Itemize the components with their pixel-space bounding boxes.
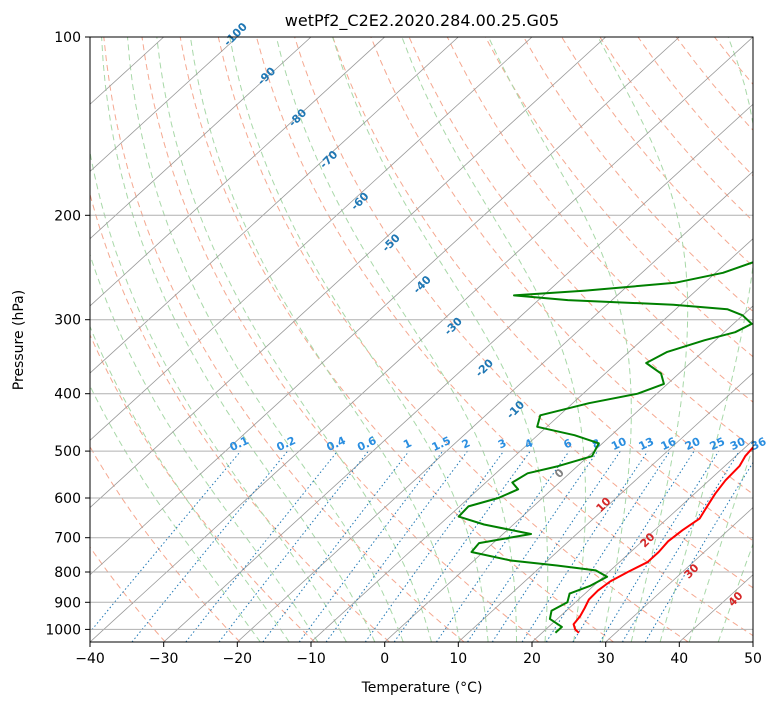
moist-adiabat xyxy=(90,253,319,642)
mixing-ratio-label: 16 xyxy=(659,435,679,453)
x-tick-label: 50 xyxy=(744,651,762,667)
mixing-ratio-label: 25 xyxy=(708,435,727,453)
mixing-ratio-line xyxy=(435,450,570,642)
isotherm-line xyxy=(90,37,385,307)
x-tick-label: 0 xyxy=(380,651,389,667)
moist-adiabat xyxy=(659,37,753,642)
isotherm-line xyxy=(90,37,459,374)
temperature-profile-line xyxy=(572,445,753,634)
dry-adiabat xyxy=(90,546,166,642)
isotherm-line xyxy=(90,37,238,172)
y-tick-label: 900 xyxy=(54,595,81,611)
moist-adiabat xyxy=(90,325,290,642)
y-tick-label: 400 xyxy=(54,387,81,403)
y-axis-label: Pressure (hPa) xyxy=(11,290,27,390)
background-lines xyxy=(90,37,753,642)
mixing-ratio-label: 30 xyxy=(728,435,748,453)
mixing-ratio-line xyxy=(325,450,468,642)
x-tick-label: −30 xyxy=(149,651,179,667)
dry-adiabat xyxy=(103,37,465,642)
x-tick-label: 40 xyxy=(670,651,688,667)
dry-adiabat xyxy=(408,37,753,449)
isotherm-line xyxy=(163,103,753,642)
y-tick-label: 600 xyxy=(54,491,81,507)
y-tick-label: 500 xyxy=(54,444,81,460)
dry-adiabat xyxy=(141,37,540,642)
x-tick-label: 10 xyxy=(449,651,467,667)
mixing-ratio-line xyxy=(644,461,753,642)
dry-adiabat xyxy=(370,37,753,495)
mixing-ratio-line xyxy=(298,450,444,642)
profiles xyxy=(457,261,753,634)
dry-adiabat xyxy=(256,37,753,637)
y-tick-label: 700 xyxy=(54,531,81,547)
plot-frame xyxy=(89,36,754,643)
mixing-ratio-line xyxy=(521,450,649,642)
mixing-ratio-line xyxy=(393,450,531,642)
dry-adiabat xyxy=(294,37,753,589)
moist-adiabat xyxy=(156,37,432,642)
moist-adiabat xyxy=(332,37,549,642)
isotherm-line xyxy=(90,37,680,576)
x-tick-label: 30 xyxy=(597,651,615,667)
chart-title: wetPf2_C2E2.2020.284.00.25.G05 xyxy=(285,11,559,31)
moist-adiabat xyxy=(127,37,404,642)
isotherm-line xyxy=(90,37,753,642)
dewpoint-profile-line xyxy=(457,261,753,634)
y-tick-label: 300 xyxy=(54,313,81,329)
moist-adiabat xyxy=(401,37,586,642)
mixing-ratio-label: 20 xyxy=(683,435,703,453)
isotherm-line xyxy=(531,439,753,642)
x-tick-label: −40 xyxy=(75,651,105,667)
dry-adiabat xyxy=(484,37,753,358)
mixing-ratio-line xyxy=(262,450,410,642)
dry-adiabat xyxy=(179,37,614,642)
dry-adiabat xyxy=(217,37,689,642)
isotherm-line xyxy=(310,238,753,642)
isotherm-line xyxy=(237,170,753,642)
isotherm-line xyxy=(90,37,606,509)
mixing-ratio-label: 10 xyxy=(609,435,629,453)
moist-adiabat xyxy=(90,384,261,642)
x-tick-label: −20 xyxy=(223,651,253,667)
x-axis: −40 −30 −20 −10 0 10 20 30 40 50 xyxy=(75,642,762,667)
y-tick-label: 1000 xyxy=(45,622,81,638)
isotherm-line xyxy=(458,372,753,642)
moist-adiabat xyxy=(90,149,347,642)
moist-adiabat xyxy=(101,37,376,642)
mixing-ratio-line xyxy=(218,450,369,642)
mixing-ratio-label: 13 xyxy=(637,435,656,453)
dry-adiabat xyxy=(332,37,753,542)
dry-adiabat xyxy=(446,37,753,403)
moist-adiabat xyxy=(189,37,461,642)
moist-adiabat xyxy=(597,37,689,642)
isotherm-line xyxy=(605,507,753,642)
dry-adiabat xyxy=(90,192,390,642)
isotherm-line xyxy=(90,37,312,240)
mixing-ratio-line xyxy=(545,450,671,642)
mixing-ratio-label: 36 xyxy=(749,435,769,453)
x-tick-label: −10 xyxy=(296,651,326,667)
moist-adiabat xyxy=(688,445,753,642)
y-tick-label: 800 xyxy=(54,565,81,581)
mixing-ratio-line xyxy=(491,450,621,642)
y-tick-label: 100 xyxy=(54,30,81,46)
mixing-ratio-line xyxy=(467,450,599,642)
mixing-ratio-line xyxy=(131,450,288,642)
x-axis-label: Temperature (°C) xyxy=(361,680,483,696)
moist-adiabat xyxy=(229,37,489,642)
mixing-ratio-line xyxy=(90,450,242,633)
isotherm-line xyxy=(90,37,533,441)
mixing-ratio-line xyxy=(364,450,505,642)
x-tick-label: 20 xyxy=(523,651,541,667)
y-axis: 100 200 300 400 500 600 700 800 900 1000 xyxy=(45,30,90,638)
moist-adiabat xyxy=(717,542,753,642)
moist-adiabat xyxy=(275,37,517,642)
y-tick-label: 200 xyxy=(54,208,81,224)
moist-adiabat xyxy=(488,37,632,642)
pressure-grid xyxy=(90,37,753,630)
dry-adiabat xyxy=(523,37,753,313)
